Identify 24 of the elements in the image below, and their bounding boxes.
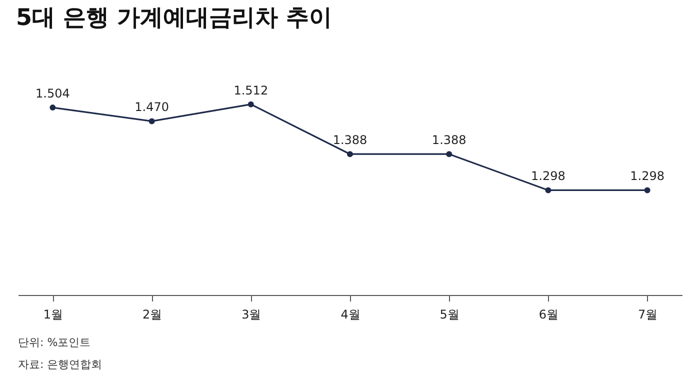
data-label: 1.298: [630, 169, 664, 184]
data-label: 1.512: [234, 83, 268, 98]
chart-title: 5대 은행 가계예대금리차 추이: [16, 5, 332, 31]
text: 자료: 은행연합회: [18, 357, 102, 373]
point: [644, 187, 650, 194]
data-label: 1.388: [332, 133, 368, 148]
x-tick-label: 7월: [638, 308, 658, 322]
x-tick-label: 5월: [440, 308, 460, 322]
point: [50, 104, 56, 111]
text: 단위: %포인트: [18, 335, 92, 351]
point: [248, 101, 254, 108]
point: [347, 151, 353, 158]
x-tick-label: 3월: [242, 308, 262, 322]
x-tick-label: 2월: [142, 308, 162, 322]
point: [148, 118, 155, 124]
data-label: 1.470: [134, 100, 169, 114]
data-label: 1.388: [432, 133, 466, 148]
data-label: 1.298: [531, 169, 566, 184]
point: [446, 151, 452, 158]
point: [545, 187, 552, 194]
data-label: 1.504: [36, 86, 70, 101]
x-tick-label: 4월: [340, 308, 360, 322]
x-tick-label: 1월: [43, 308, 64, 322]
x-tick-label: 6월: [538, 308, 559, 322]
